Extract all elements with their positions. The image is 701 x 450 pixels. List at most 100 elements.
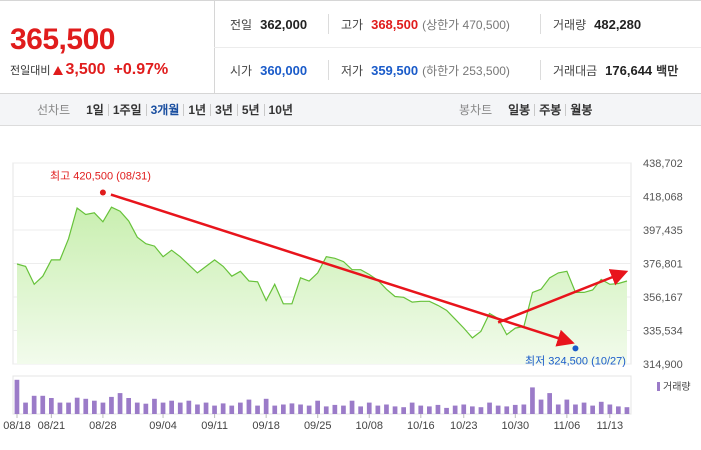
- change-percent: +0.97%: [113, 61, 169, 78]
- x-tick-label: 10/30: [502, 420, 530, 432]
- stat-row: 시가 360,000 저가 359,500 (하한가 253,500) 거래대금…: [214, 47, 701, 93]
- volume-bar: [143, 403, 149, 414]
- volume-bar: [306, 405, 312, 414]
- volume-bar: [195, 404, 200, 414]
- tab-1y[interactable]: 1년: [188, 103, 207, 117]
- x-tick-label: 09/11: [201, 420, 228, 432]
- low-marker: [572, 345, 579, 352]
- trade-value: 176,644: [605, 62, 653, 78]
- candle-chart-tabs: 봉차트 일봉 주봉 월봉: [459, 94, 596, 125]
- price-line: [16, 206, 628, 339]
- change-row: 전일대비 3,500 +0.97%: [10, 61, 168, 79]
- y-tick-label: 438,702: [643, 158, 683, 170]
- volume-bar: [117, 393, 123, 414]
- volume-bar: [109, 396, 114, 414]
- x-tick-label: 08/21: [38, 420, 66, 432]
- volume-bar: [134, 402, 140, 414]
- open-cell: 시가 360,000: [230, 47, 307, 93]
- volume-bar: [212, 405, 217, 414]
- volume-bar: [384, 404, 389, 414]
- volume-bar: [263, 398, 269, 414]
- high-value: 368,500: [371, 16, 419, 32]
- tab-weekly[interactable]: 주봉: [539, 103, 562, 117]
- tab-separator: [183, 103, 185, 116]
- volume-bar: [512, 404, 518, 414]
- candle-chart-title: 봉차트: [459, 103, 493, 117]
- x-tick-label: 10/23: [450, 420, 478, 432]
- y-tick-label: 314,900: [643, 359, 683, 371]
- low-label: 저가: [341, 63, 364, 78]
- open-label: 시가: [230, 63, 253, 78]
- y-tick-label: 397,435: [643, 225, 683, 237]
- volume-bar: [573, 404, 578, 414]
- y-tick-label: 356,167: [643, 292, 683, 304]
- volume-bar: [323, 406, 329, 414]
- volume-bar: [349, 400, 355, 414]
- quote-summary: 365,500 전일대비 3,500 +0.97% 전일 362,000 고가 …: [0, 0, 701, 94]
- volume-bar: [530, 387, 535, 414]
- tab-separator: [210, 103, 212, 116]
- volume-bar: [401, 407, 406, 414]
- volume-bar: [461, 404, 467, 414]
- tab-3y[interactable]: 3년: [215, 103, 233, 117]
- volume-bar: [427, 406, 432, 414]
- tab-5y[interactable]: 5년: [241, 103, 260, 117]
- current-price: 365,500: [10, 23, 115, 56]
- volume-legend-swatch: [657, 382, 660, 391]
- volume-bar: [160, 402, 166, 414]
- volume-bar: [470, 406, 475, 414]
- volume-bar: [272, 405, 278, 414]
- high-label: 고가: [341, 17, 364, 32]
- y-tick-label: 418,068: [643, 192, 683, 204]
- volume-bar: [186, 400, 192, 414]
- volume-bar: [375, 405, 381, 414]
- volume-bar: [298, 404, 303, 414]
- volume-bar: [255, 405, 260, 414]
- trade-value-label: 거래대금: [553, 63, 598, 78]
- volume-bar: [177, 402, 183, 414]
- volume-bar: [220, 403, 226, 414]
- tab-1w[interactable]: 1주일: [112, 103, 142, 117]
- x-tick-label: 09/18: [252, 420, 280, 432]
- stat-row: 전일 362,000 고가 368,500 (상한가 470,500) 거래량 …: [214, 1, 701, 48]
- volume-bar: [238, 402, 243, 414]
- price-area-fill: [17, 207, 627, 364]
- volume-bar: [435, 404, 441, 414]
- x-tick-label: 11/13: [596, 420, 623, 432]
- lower-limit-note: (하한가 253,500): [422, 63, 510, 78]
- volume-bar: [289, 403, 295, 414]
- volume-bar: [590, 405, 595, 414]
- volume-bar: [83, 398, 89, 414]
- tab-monthly[interactable]: 월봉: [570, 103, 593, 117]
- volume-bar: [564, 399, 570, 414]
- price-chart: 438,702 418,068 397,435 376,801 356,167 335,5…: [3, 158, 690, 432]
- volume-bar: [392, 406, 398, 414]
- tab-daily[interactable]: 일봉: [508, 103, 531, 117]
- tab-1d[interactable]: 1일: [86, 103, 104, 117]
- volume-cell: 거래량 482,280: [553, 1, 641, 47]
- divider: [328, 60, 329, 80]
- x-tick-label: 08/28: [89, 420, 117, 432]
- volume-bar: [66, 402, 71, 414]
- volume-bar: [538, 399, 544, 414]
- tab-separator: [565, 103, 567, 116]
- volume-bar: [281, 404, 286, 414]
- divider: [328, 14, 329, 34]
- volume-bar: [598, 401, 604, 414]
- prev-close-cell: 전일 362,000: [230, 1, 307, 47]
- volume-bar: [74, 397, 80, 414]
- volume-bar: [478, 407, 484, 414]
- tab-3m[interactable]: 3개월: [150, 103, 180, 117]
- volume-bar: [229, 405, 235, 414]
- tab-10y[interactable]: 10년: [268, 103, 293, 117]
- volume-bar: [246, 399, 252, 414]
- tab-separator: [263, 103, 265, 116]
- volume-bar: [14, 379, 20, 414]
- volume-bar: [487, 402, 492, 414]
- uptrend-arrow: [497, 269, 629, 324]
- volume-bar: [57, 402, 63, 414]
- line-chart-title: 선차트: [37, 103, 71, 117]
- volume-bar: [332, 404, 338, 414]
- volume-bar: [341, 405, 346, 414]
- volume-bar: [92, 400, 97, 414]
